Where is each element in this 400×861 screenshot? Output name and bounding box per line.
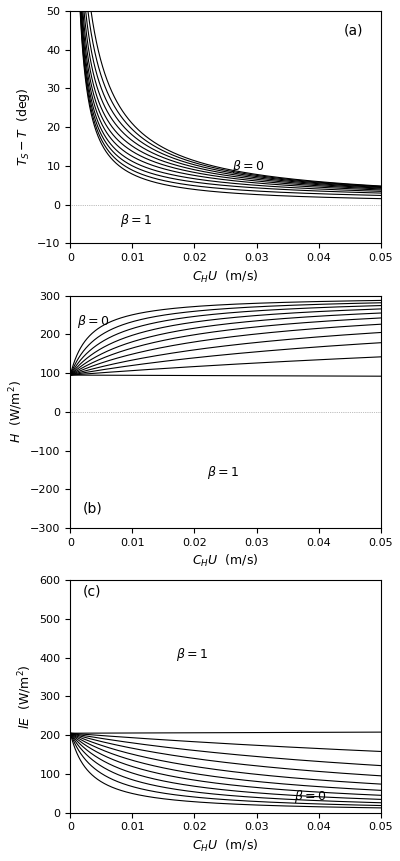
Text: $\beta=1$: $\beta=1$ — [176, 646, 208, 663]
Text: $\beta=0$: $\beta=0$ — [76, 313, 109, 330]
Text: $\beta=0$: $\beta=0$ — [294, 789, 326, 805]
Y-axis label: $H$  (W/m$^2$): $H$ (W/m$^2$) — [7, 381, 24, 443]
Text: $\beta=0$: $\beta=0$ — [232, 158, 264, 175]
Text: $\beta=1$: $\beta=1$ — [120, 212, 152, 229]
X-axis label: $C_H U$  (m/s): $C_H U$ (m/s) — [192, 269, 259, 285]
Text: (a): (a) — [344, 23, 363, 37]
Text: $\beta=1$: $\beta=1$ — [207, 464, 239, 480]
Text: (b): (b) — [83, 501, 102, 516]
X-axis label: $C_H U$  (m/s): $C_H U$ (m/s) — [192, 554, 259, 569]
Y-axis label: $l E$  (W/m$^2$): $l E$ (W/m$^2$) — [16, 664, 34, 729]
Y-axis label: $T_S - T$  (deg): $T_S - T$ (deg) — [15, 88, 32, 166]
X-axis label: $C_H U$  (m/s): $C_H U$ (m/s) — [192, 838, 259, 854]
Text: (c): (c) — [83, 585, 101, 598]
